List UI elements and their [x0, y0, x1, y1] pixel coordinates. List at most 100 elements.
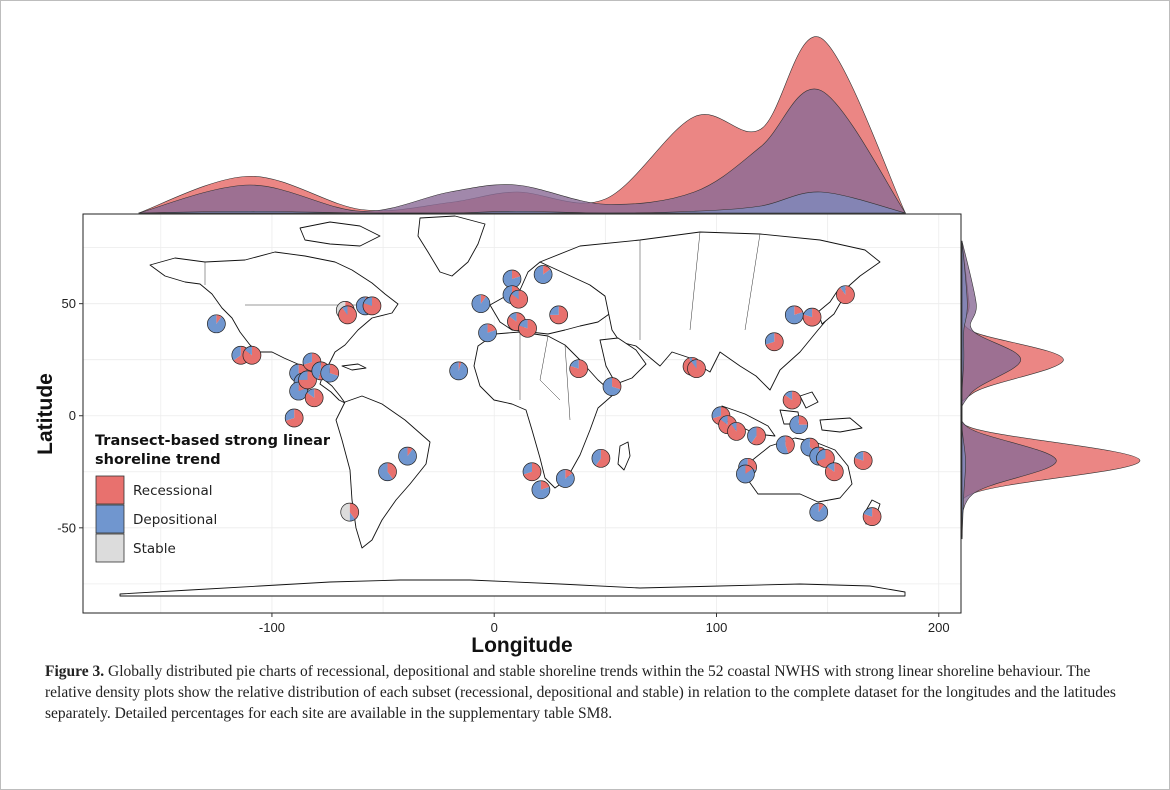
pie-slice-dep [289, 382, 308, 401]
pie-slice-rec [458, 361, 462, 371]
site-pie [802, 307, 822, 327]
pie-outline [776, 435, 795, 455]
pie-outline [378, 462, 397, 482]
legend-label-stable: Stable [133, 541, 176, 557]
x-tick-label: 200 [928, 620, 950, 635]
pie-slice-rec [362, 296, 381, 315]
pie-slice-rec [523, 462, 542, 481]
site-pie [449, 361, 469, 381]
site-pie [736, 464, 755, 484]
pie-slice-rec [818, 503, 825, 513]
pie-slice-dep [736, 465, 755, 484]
legend-key-depositional [95, 504, 125, 534]
pie-slice-rec [511, 270, 521, 280]
pie-slice-dep [591, 449, 601, 466]
pie-slice-dep [711, 406, 721, 419]
pie-slice-stb [340, 503, 350, 522]
legend: Transect-based strong linear shoreline t… [95, 433, 331, 563]
site-pie [509, 289, 529, 309]
pie-slice-dep [302, 352, 312, 365]
pie-slice-rec [803, 308, 822, 327]
y-tick-label: 0 [69, 408, 76, 423]
land-central-america [319, 377, 346, 404]
pie-outline [298, 370, 317, 390]
site-pie [824, 462, 844, 482]
site-pie [555, 469, 575, 488]
pie-slice-dep [570, 359, 579, 369]
pie-slice-dep [478, 323, 497, 342]
site-pie [298, 370, 317, 390]
pie-outline [398, 446, 417, 466]
pie-slice-rec [794, 305, 803, 315]
site-pie [569, 359, 589, 379]
site-pie [862, 507, 882, 526]
legend-label-depositional: Depositional [133, 512, 217, 528]
pie-slice-dep [320, 364, 339, 383]
pie-outline [340, 502, 360, 522]
pie-slice-rec [727, 422, 746, 441]
site-pie [784, 305, 804, 325]
site-pie [242, 345, 262, 365]
pie-outline [727, 422, 746, 441]
pie-outline [591, 448, 611, 468]
pie-outline [836, 285, 855, 305]
site-pie [340, 502, 360, 522]
density-depositional [138, 88, 907, 214]
pie-slice-rec [349, 503, 359, 520]
pie-slice-dep [549, 305, 559, 315]
longitude-density-plot [138, 36, 907, 214]
x-tick-label: 100 [706, 620, 728, 635]
pie-slice-dep [803, 308, 813, 318]
pie-slice-rec [816, 449, 835, 468]
figure-caption: Figure 3. Globally distributed pie chart… [45, 661, 1135, 724]
pie-slice-dep [556, 469, 575, 488]
pie-outline [687, 359, 706, 379]
pie-outline [304, 388, 324, 408]
pie-slice-dep [809, 503, 828, 522]
pie-slice-rec [798, 415, 808, 425]
pie-outline [802, 307, 822, 327]
site-pie [549, 305, 569, 325]
site-pie [362, 296, 382, 316]
pie-slice-rec [540, 480, 550, 490]
site-pie [853, 451, 873, 470]
pie-slice-rec [285, 408, 304, 427]
pie-outline [362, 296, 382, 316]
site-pie [816, 448, 835, 468]
pie-slice-dep [449, 361, 468, 380]
country-borders [204, 231, 761, 421]
pie-slice-rec [751, 426, 766, 445]
pie-outline [809, 502, 829, 522]
pie-slice-dep [398, 447, 417, 466]
land-asia [539, 231, 881, 391]
pie-outline [862, 507, 882, 526]
pie-outline [782, 390, 802, 410]
pie-slice-dep [311, 361, 321, 380]
site-pie [776, 435, 795, 455]
pie-outline [207, 314, 226, 334]
pie-outline [824, 462, 844, 482]
pie-slice-dep [854, 451, 864, 461]
site-pie [207, 314, 226, 334]
pie-slice-dep [747, 426, 757, 444]
pie-outline [478, 323, 497, 343]
density-recessional [138, 36, 906, 214]
land-caribbean [341, 363, 367, 371]
pie-slice-rec [765, 332, 784, 351]
pie-outline [789, 415, 809, 435]
site-pie [789, 415, 809, 435]
pie-slice-rec [863, 507, 882, 526]
pie-outline [736, 464, 755, 484]
pie-slice-dep [518, 319, 528, 329]
density-stable [138, 191, 906, 214]
pie-slice-dep [285, 408, 295, 421]
y-tick-label: -50 [57, 520, 76, 535]
x-tick-label: 0 [491, 620, 498, 635]
pie-slice-rec [785, 435, 795, 454]
density-stable [961, 240, 968, 540]
pie-slice-dep [207, 314, 226, 333]
pie-slice-rec [595, 449, 610, 468]
figure-caption-text: Globally distributed pie charts of reces… [45, 663, 1116, 722]
pie-slice-dep [785, 305, 804, 324]
pie-outline [449, 361, 469, 381]
